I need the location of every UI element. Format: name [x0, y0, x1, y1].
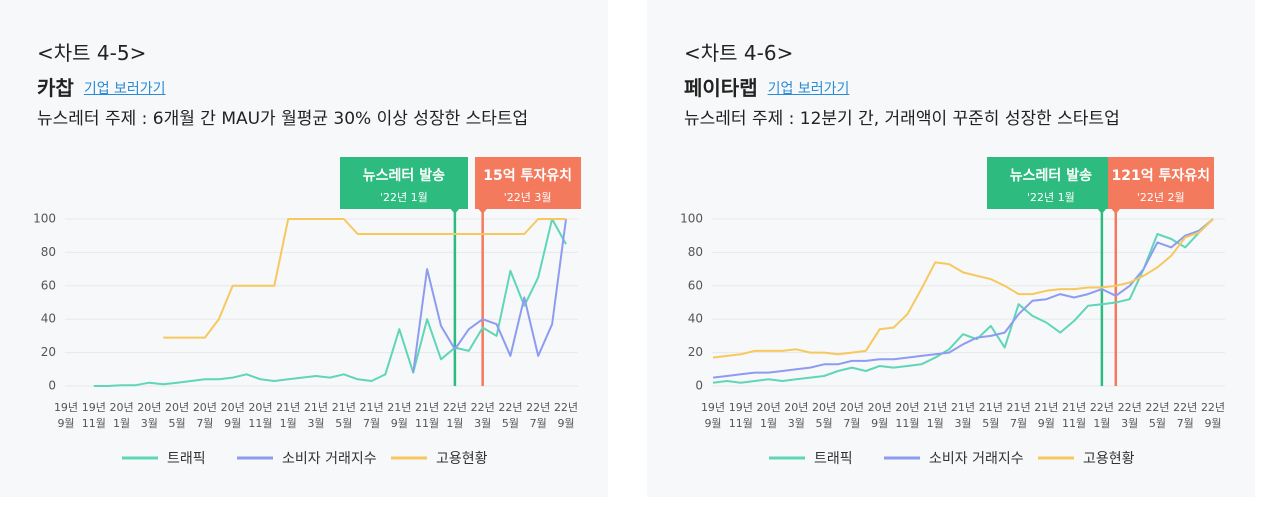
- x-tick-label: 21년 1월: [923, 401, 948, 430]
- x-tick-label: 21년 5월: [978, 401, 1003, 430]
- y-tick-label: 60: [41, 278, 56, 292]
- legend-label: 트래픽: [814, 451, 853, 467]
- y-tick-label: 0: [48, 379, 56, 393]
- x-tick-label: 21년 3월: [950, 401, 976, 430]
- x-tick-label: 22년 5월: [498, 401, 523, 430]
- x-tick-label: 21년 11월: [1062, 401, 1087, 430]
- annotation-pointer: [1110, 208, 1121, 214]
- y-tick-label: 20: [41, 345, 56, 359]
- x-tick-label: 19년 11월: [728, 401, 753, 430]
- annotation-label: 121억 투자유치: [1111, 168, 1211, 184]
- x-tick-label: 21년 3월: [303, 401, 329, 430]
- annotation-box: 15억 투자유치 '22년 3월: [474, 157, 581, 209]
- company-link[interactable]: 기업 보러가기: [83, 81, 166, 97]
- x-tick-label: 21년 9월: [387, 401, 412, 430]
- legend-label: 소비자 거래지수: [929, 451, 1024, 467]
- company-name: 카찹: [37, 76, 74, 100]
- x-tick-label: 19년 11월: [81, 401, 106, 430]
- series-line: [712, 218, 1214, 384]
- x-tick-label: 21년 1월: [276, 401, 301, 430]
- x-tick-label: 22년 5월: [1145, 401, 1170, 430]
- x-tick-label: 20년 3월: [137, 401, 162, 430]
- grid: [65, 218, 578, 387]
- annotation-label: 뉴스레터 발송: [362, 168, 445, 184]
- annotation-date: '22년 1월: [1026, 191, 1075, 204]
- y-tick-label: 80: [41, 245, 56, 259]
- y-tick-label: 100: [680, 212, 703, 226]
- x-tick-label: 20년 1월: [756, 401, 781, 430]
- x-tick-label: 20년 7월: [839, 401, 864, 430]
- chart: 0 20 40 60 80 100: [33, 208, 578, 460]
- x-tick-label: 22년 3월: [470, 401, 495, 430]
- x-tick-label: 21년 7월: [1006, 401, 1031, 430]
- annotation-box: 뉴스레터 발송 '22년 1월: [986, 157, 1115, 209]
- x-tick-label: 21년 7월: [359, 401, 384, 430]
- annotation-box: 121억 투자유치 '22년 2월: [1107, 157, 1214, 209]
- annotation-box: 뉴스레터 발송 '22년 1월: [339, 157, 468, 209]
- grid: [712, 218, 1225, 387]
- series-line: [412, 218, 567, 373]
- chart: 0 20 40 60 80 100: [680, 208, 1225, 460]
- legend-label: 소비자 거래지수: [282, 451, 377, 467]
- series-line: [712, 218, 1214, 359]
- x-tick-label: 19년 9월: [53, 401, 79, 430]
- x-tick-label: 20년 5월: [165, 401, 190, 430]
- x-tick-label: 22년 1월: [1089, 401, 1114, 430]
- annotation-pointer: [1096, 208, 1107, 214]
- chart-title: <차트 4-5>: [37, 41, 147, 65]
- x-tick-label: 22년 7월: [1173, 401, 1198, 430]
- y-tick-label: 40: [41, 312, 56, 326]
- x-tick-label: 20년 5월: [812, 401, 837, 430]
- legend-label: 고용현황: [1083, 451, 1135, 467]
- x-tick-label: 22년 9월: [1200, 401, 1226, 430]
- annotation-label: 뉴스레터 발송: [1009, 168, 1092, 184]
- y-tick-label: 100: [33, 212, 56, 226]
- y-tick-label: 40: [688, 312, 703, 326]
- x-tick-label: 20년 1월: [109, 401, 134, 430]
- x-tick-label: 20년 11월: [895, 401, 920, 430]
- x-tick-label: 21년 11월: [415, 401, 440, 430]
- x-tick-label: 22년 1월: [442, 401, 467, 430]
- annotation-date: '22년 1월: [379, 191, 428, 204]
- annotation-date: '22년 3월: [503, 191, 552, 204]
- company-name: 페이타랩: [684, 76, 758, 100]
- x-tick-label: 19년 9월: [700, 401, 726, 430]
- company-link[interactable]: 기업 보러가기: [767, 81, 850, 97]
- x-tick-label: 21년 9월: [1034, 401, 1059, 430]
- x-tick-label: 22년 9월: [553, 401, 579, 430]
- x-tick-label: 21년 5월: [331, 401, 356, 430]
- chart-title: <차트 4-6>: [684, 41, 794, 65]
- series-line: [712, 218, 1214, 379]
- y-tick-label: 80: [688, 245, 703, 259]
- chart-subtitle: 뉴스레터 주제 : 12분기 간, 거래액이 꾸준히 성장한 스타트업: [684, 109, 1120, 129]
- annotation-pointer: [477, 208, 488, 214]
- annotation-date: '22년 2월: [1136, 191, 1185, 204]
- y-tick-label: 20: [688, 345, 703, 359]
- x-tick-label: 20년 11월: [248, 401, 273, 430]
- annotation-pointer: [449, 208, 460, 214]
- series-line: [163, 218, 566, 339]
- chart-subtitle: 뉴스레터 주제 : 6개월 간 MAU가 월평균 30% 이상 성장한 스타트업: [37, 109, 529, 129]
- x-tick-label: 22년 7월: [526, 401, 551, 430]
- x-tick-label: 20년 9월: [867, 401, 892, 430]
- y-tick-label: 60: [688, 278, 703, 292]
- x-tick-label: 20년 3월: [784, 401, 809, 430]
- series-line: [93, 218, 567, 387]
- y-tick-label: 0: [695, 379, 703, 393]
- x-tick-label: 20년 7월: [192, 401, 217, 430]
- annotation-label: 15억 투자유치: [483, 168, 573, 184]
- legend-label: 고용현황: [436, 451, 488, 467]
- legend-label: 트래픽: [167, 451, 206, 467]
- x-tick-label: 20년 9월: [220, 401, 245, 430]
- x-tick-label: 22년 3월: [1117, 401, 1142, 430]
